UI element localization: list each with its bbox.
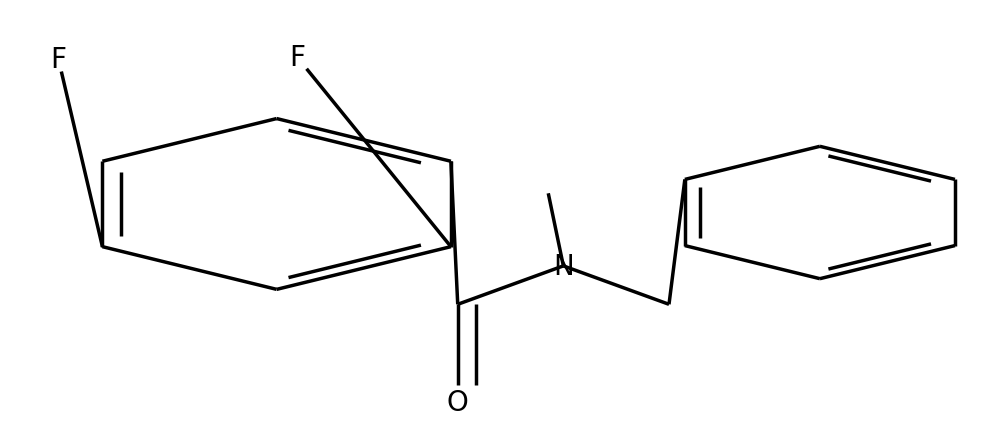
Text: O: O [447, 388, 469, 416]
Text: F: F [50, 46, 66, 74]
Text: N: N [553, 252, 573, 280]
Text: F: F [289, 43, 305, 72]
